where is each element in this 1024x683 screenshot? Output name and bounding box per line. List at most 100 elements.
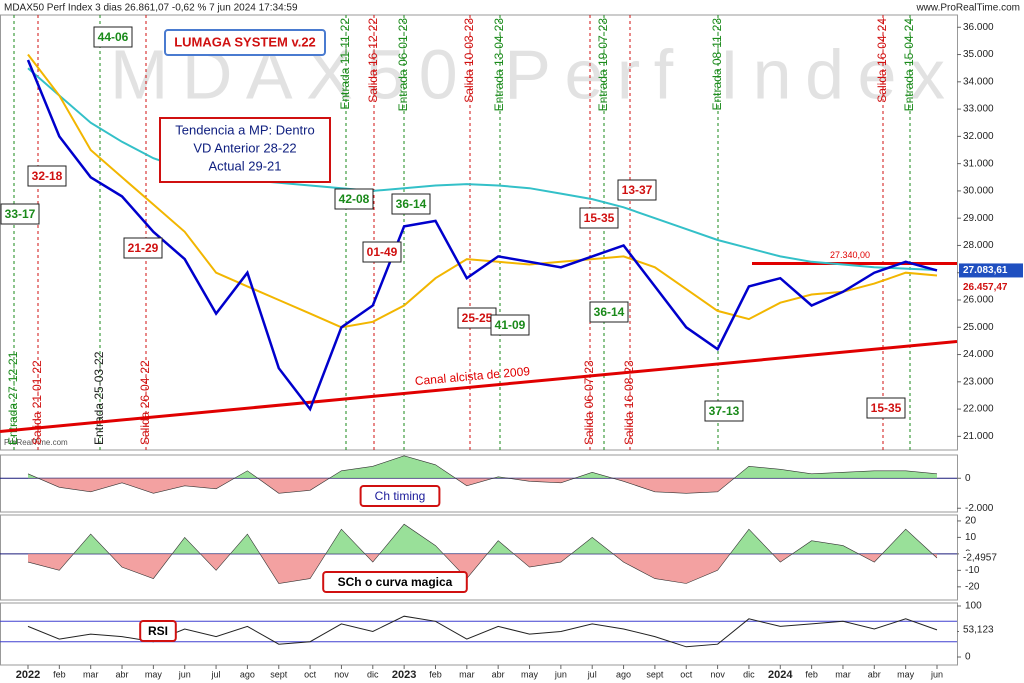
x-tick-label: jun: [178, 669, 191, 679]
indicator-line: [27, 523, 938, 584]
score-box: [391, 193, 431, 215]
indicator-title: SCh o curva magica: [338, 575, 453, 589]
y-tick-label: 32.000: [963, 131, 994, 142]
score-box: [704, 400, 744, 422]
resistance-label: 27.340,00: [830, 250, 870, 260]
signal-label: Salida 26-04-22: [138, 360, 152, 445]
y-tick-label: 20: [965, 516, 977, 527]
y-tick-label: 34.000: [963, 76, 994, 87]
indicator-area: [73, 524, 933, 554]
y-tick-label: 31.000: [963, 158, 994, 169]
current-value: 53,123: [963, 625, 994, 636]
score-label: 36-14: [396, 197, 427, 211]
score-label: 32-18: [32, 169, 63, 183]
signal-label: Salida 21-01-22: [30, 360, 44, 445]
x-tick-label: mar: [835, 669, 851, 679]
indicator-title-box: [322, 571, 468, 593]
score-label: 33-17: [5, 207, 36, 221]
trend-line: Tendencia a MP: Dentro: [175, 122, 314, 137]
y-tick-label: 22.000: [963, 404, 994, 415]
source: www.ProRealTime.com: [915, 3, 1020, 14]
y-tick-label: 24.000: [963, 349, 994, 360]
x-tick-label: ago: [240, 669, 255, 679]
signal-label: Salida 06-07-23: [582, 360, 596, 445]
y-tick-label: 0: [965, 652, 971, 663]
x-tick-label: sept: [646, 669, 664, 679]
score-box: [589, 301, 629, 323]
signal-label: Salida 10-03-23: [462, 18, 476, 103]
x-tick-label: may: [897, 669, 915, 679]
current-value: -2,4957: [963, 553, 997, 564]
score-label: 37-13: [709, 404, 740, 418]
support-value: 26.457,47: [963, 282, 1008, 293]
score-box: [579, 207, 619, 229]
score-box: [490, 314, 530, 336]
signal-label: Salida 16-12-22: [366, 18, 380, 103]
y-tick-label: -10: [965, 565, 980, 576]
x-tick-label: abr: [492, 669, 505, 679]
score-label: 44-06: [98, 30, 129, 44]
score-box: [334, 188, 374, 210]
signal-label: Entrada 11-11-22: [338, 18, 352, 110]
score-label: 15-35: [584, 211, 615, 225]
score-box: [27, 165, 67, 187]
price-line: [26, 59, 938, 412]
x-tick-label: dic: [367, 669, 379, 679]
x-tick-label: feb: [429, 669, 442, 679]
y-tick-label: 28.000: [963, 240, 994, 251]
current-value: 27.083,61: [963, 265, 1008, 276]
signal-label: Entrada 06-01-23: [396, 18, 410, 112]
system-box: LUMAGA SYSTEM v.22: [164, 29, 326, 56]
price-line: [27, 53, 938, 329]
indicator-area: [28, 553, 937, 584]
score-label: 21-29: [128, 241, 159, 255]
x-tick-label: jun: [554, 669, 567, 679]
y-tick-label: 26.000: [963, 295, 994, 306]
y-tick-label: 21.000: [963, 431, 994, 442]
score-box: [362, 241, 402, 263]
indicator-line: [27, 455, 938, 494]
score-box: [93, 26, 133, 48]
score-label: 13-37: [622, 183, 653, 197]
brand: ProRealTime.com: [4, 438, 68, 447]
x-tick-label: 2024: [768, 669, 793, 681]
signal-label: Entrada 15-04-24: [902, 18, 916, 112]
signal-label: Entrada 25-03-22: [92, 351, 106, 445]
signal-label: Entrada 27-12-21: [6, 351, 20, 445]
signal-label: Entrada 19-07-23: [596, 18, 610, 112]
x-tick-label: may: [145, 669, 163, 679]
score-label: 36-14: [594, 305, 625, 319]
score-label: 15-35: [871, 401, 902, 415]
indicator-title-box: [139, 620, 177, 642]
y-tick-label: 100: [965, 601, 982, 612]
y-tick-label: 35.000: [963, 49, 994, 60]
channel-line: [0, 339, 957, 433]
x-tick-label: nov: [710, 669, 725, 679]
x-tick-label: nov: [334, 669, 349, 679]
trend-box: [159, 117, 331, 183]
support-value-box: [959, 280, 1023, 295]
panel: [0, 14, 958, 451]
y-tick-label: 23.000: [963, 376, 994, 387]
trend-line: Actual 29-21: [209, 158, 282, 173]
score-label: 01-49: [367, 245, 398, 259]
y-tick-label: -2.000: [965, 503, 994, 514]
indicator-area: [28, 478, 937, 494]
signal-label: Salida 16-04-24: [875, 18, 889, 103]
x-tick-label: feb: [805, 669, 818, 679]
x-tick-label: abr: [116, 669, 129, 679]
x-tick-label: feb: [53, 669, 66, 679]
chart-title: MDAX50 Perf Index 3 dias 26.861,07 -0,62…: [4, 3, 298, 14]
rsi-line: [27, 615, 938, 648]
x-tick-label: oct: [304, 669, 317, 679]
y-tick-label: -20: [965, 581, 980, 592]
score-box: [123, 237, 163, 259]
x-tick-label: jul: [587, 669, 597, 679]
signal-label: Salida 16-08-23: [622, 360, 636, 445]
x-tick-label: dic: [743, 669, 755, 679]
score-box: [0, 203, 40, 225]
y-tick-label: 10: [965, 532, 977, 543]
score-label: 25-25: [462, 311, 493, 325]
score-box: [866, 397, 906, 419]
